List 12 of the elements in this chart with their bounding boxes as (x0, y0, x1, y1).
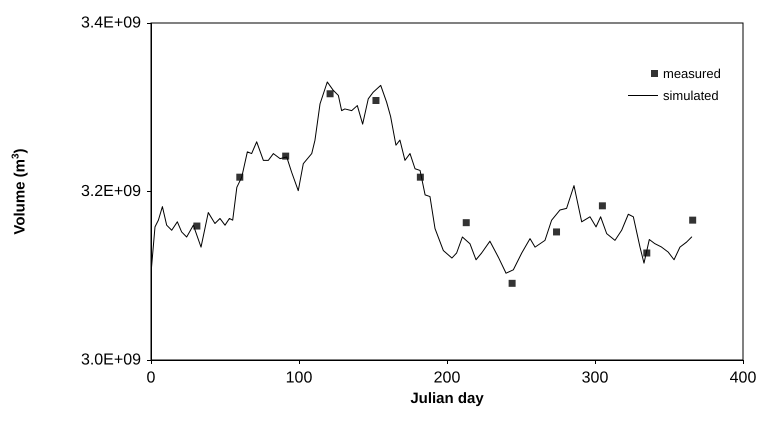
x-tick-label: 0 (146, 370, 156, 386)
legend-label: simulated (663, 88, 719, 103)
x-tick-label: 400 (730, 370, 756, 386)
y-tick-label: 3.2E+09 (80, 183, 142, 200)
legend-label: measured (663, 66, 721, 81)
x-tick-label: 200 (434, 370, 460, 386)
x-tick-label: 300 (582, 370, 608, 386)
y-tick-label: 3.4E+09 (80, 14, 142, 32)
y-axis-title: Volume (m3) (10, 148, 28, 235)
y-tick-label: 3.0E+09 (80, 352, 142, 368)
x-tick-label: 100 (286, 370, 312, 386)
x-axis-title: Julian day (410, 390, 484, 407)
